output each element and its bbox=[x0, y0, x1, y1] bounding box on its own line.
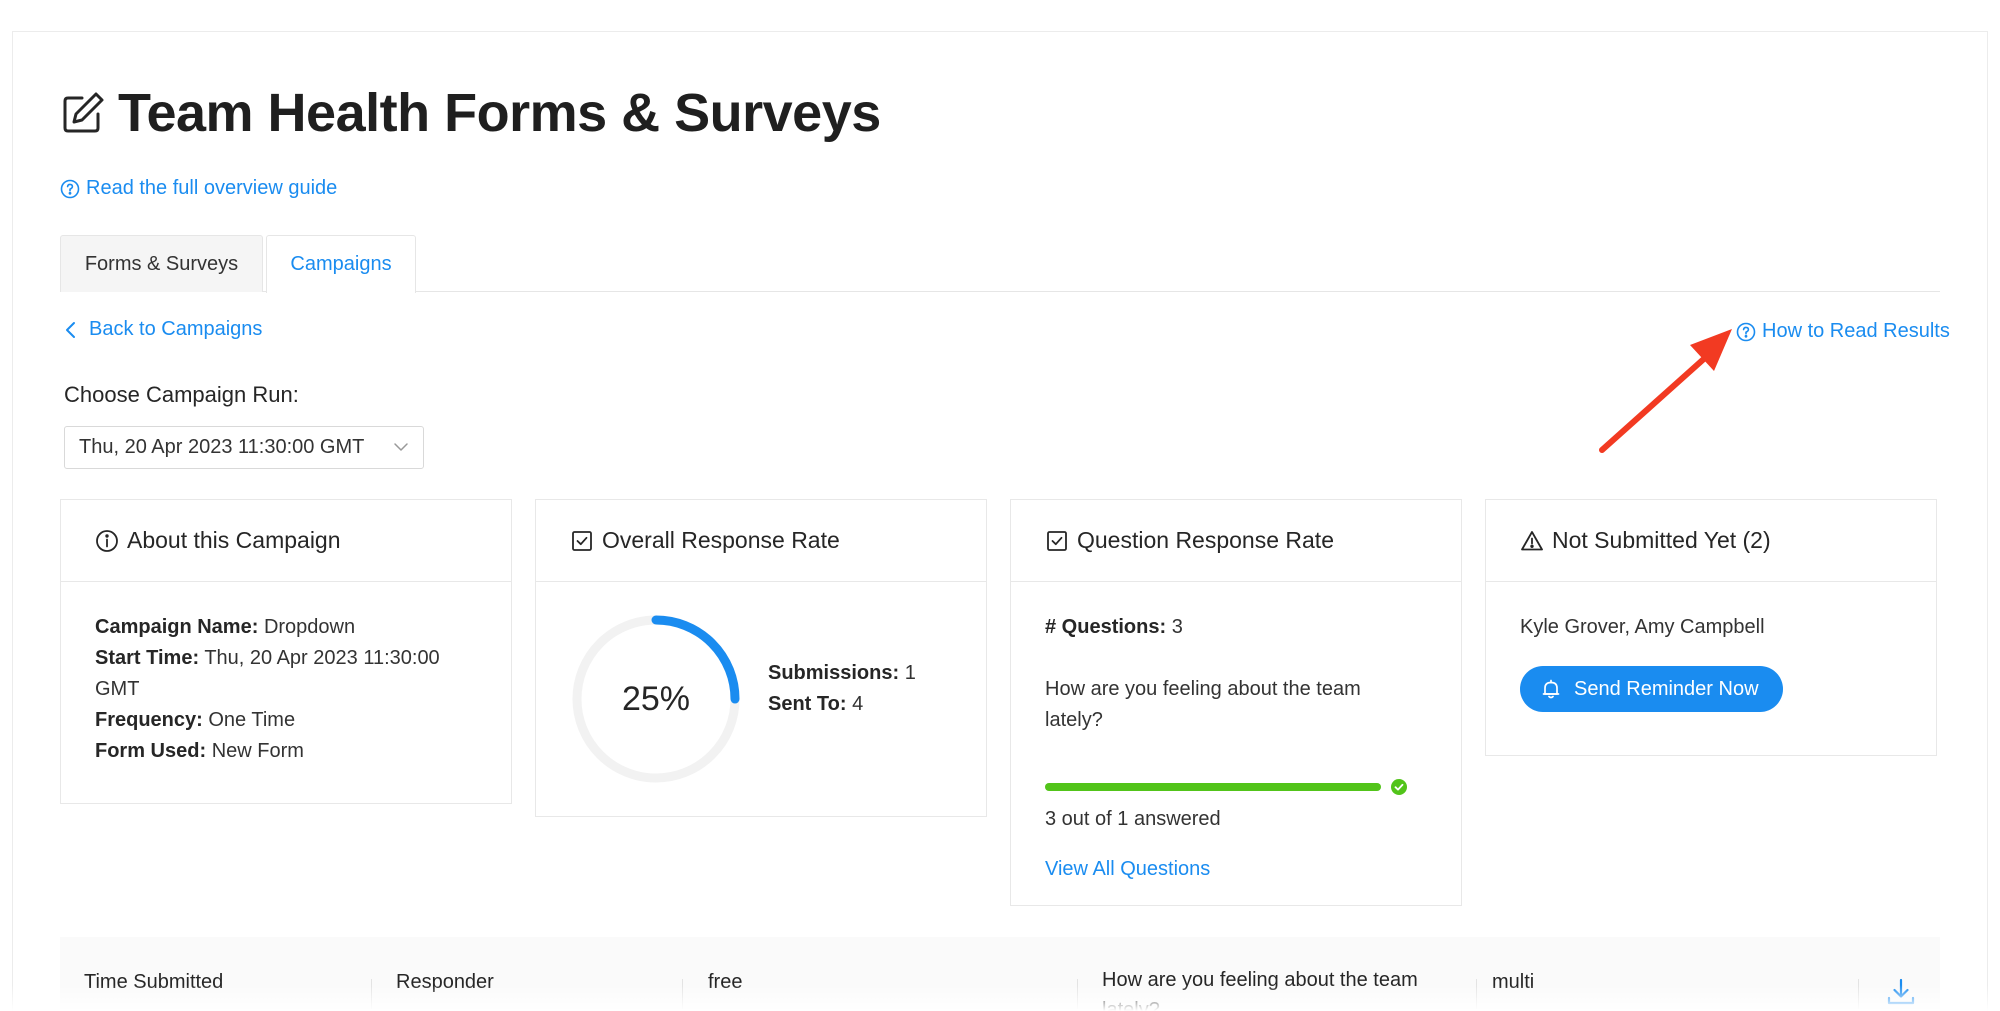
answered-count: 3 out of 1 answered bbox=[1045, 808, 1221, 830]
column-free[interactable]: free bbox=[708, 971, 743, 993]
column-divider bbox=[682, 979, 683, 1009]
campaign-name-value: Dropdown bbox=[263, 616, 356, 638]
start-time-label: Start Time: bbox=[95, 647, 200, 669]
frequency-row: Frequency: One Time bbox=[95, 705, 477, 736]
page-title: Team Health Forms & Surveys bbox=[118, 83, 881, 143]
submissions-value: 1 bbox=[904, 662, 916, 684]
back-label: Back to Campaigns bbox=[89, 318, 263, 340]
question-circle-icon bbox=[60, 179, 80, 198]
not-submitted-card: Not Submitted Yet (2) Kyle Grover, Amy C… bbox=[1485, 499, 1937, 756]
check-square-icon bbox=[572, 530, 592, 551]
response-rate-ring bbox=[572, 615, 740, 783]
send-reminder-label: Send Reminder Now bbox=[1574, 677, 1759, 700]
not-submitted-body: Kyle Grover, Amy Campbell Send Reminder … bbox=[1486, 582, 1936, 712]
chevron-down-icon bbox=[394, 443, 408, 451]
column-responder[interactable]: Responder bbox=[396, 971, 494, 993]
submissions-row: Submissions: 1 bbox=[768, 658, 916, 689]
start-time-value: Thu, 20 Apr 2023 11:30:00 GMT bbox=[95, 647, 440, 700]
warning-icon bbox=[1521, 530, 1543, 550]
start-time-row: Start Time: Thu, 20 Apr 2023 11:30:00 GM… bbox=[95, 643, 477, 705]
about-campaign-header: About this Campaign bbox=[61, 500, 511, 582]
overall-response-card: Overall Response Rate 25% Submissions: 1… bbox=[535, 499, 987, 817]
overview-guide-label: Read the full overview guide bbox=[86, 177, 338, 199]
info-circle-icon bbox=[96, 529, 118, 552]
column-feeling-question[interactable]: How are you feeling about the team latel… bbox=[1102, 969, 1418, 1011]
sent-to-label: Sent To: bbox=[768, 693, 847, 715]
responses-table-header: Time Submitted Responder free How are yo… bbox=[60, 937, 1940, 1011]
not-submitted-header: Not Submitted Yet (2) bbox=[1486, 500, 1936, 582]
question-response-title: Question Response Rate bbox=[1077, 527, 1334, 553]
column-divider bbox=[1858, 979, 1859, 1009]
questions-count-value: 3 bbox=[1171, 616, 1183, 638]
question-response-body: # Questions: 3 How are you feeling about… bbox=[1011, 582, 1461, 905]
question-progress bbox=[1045, 775, 1407, 799]
question-circle-icon bbox=[1736, 322, 1756, 341]
overall-response-body: 25% Submissions: 1 Sent To: 4 bbox=[536, 582, 986, 816]
sent-to-row: Sent To: 4 bbox=[768, 689, 916, 720]
tab-forms-surveys[interactable]: Forms & Surveys bbox=[60, 235, 263, 292]
questions-count-label: # Questions: bbox=[1045, 616, 1167, 638]
bell-icon bbox=[1542, 679, 1560, 699]
column-time-submitted[interactable]: Time Submitted bbox=[84, 971, 224, 993]
question-response-card: Question Response Rate # Questions: 3 Ho… bbox=[1010, 499, 1462, 906]
check-circle-icon bbox=[1391, 779, 1407, 795]
chevron-left-icon bbox=[66, 321, 75, 338]
how-to-read-results-label: How to Read Results bbox=[1762, 320, 1950, 342]
view-all-questions-link[interactable]: View All Questions bbox=[1045, 858, 1211, 880]
column-multi[interactable]: multi bbox=[1492, 971, 1535, 993]
sent-to-value: 4 bbox=[852, 693, 864, 715]
campaign-run-value: Thu, 20 Apr 2023 11:30:00 GMT bbox=[79, 436, 365, 458]
edit-icon bbox=[63, 92, 104, 133]
form-used-value: New Form bbox=[211, 740, 304, 762]
frequency-value: One Time bbox=[208, 709, 296, 731]
form-used-label: Form Used: bbox=[95, 740, 207, 762]
progress-track bbox=[1045, 783, 1381, 791]
form-used-row: Form Used: New Form bbox=[95, 736, 477, 767]
question-text: How are you feeling about the team latel… bbox=[1045, 678, 1361, 731]
not-submitted-title: Not Submitted Yet (2) bbox=[1552, 527, 1771, 553]
questions-count-row: # Questions: 3 bbox=[1045, 612, 1427, 643]
tab-campaigns[interactable]: Campaigns bbox=[266, 235, 416, 293]
annotation-arrow-icon bbox=[1599, 329, 1732, 453]
campaign-run-label: Choose Campaign Run: bbox=[64, 382, 299, 407]
about-campaign-body: Campaign Name: Dropdown Start Time: Thu,… bbox=[61, 582, 511, 767]
pending-names: Kyle Grover, Amy Campbell bbox=[1520, 616, 1765, 638]
campaign-run-select[interactable]: Thu, 20 Apr 2023 11:30:00 GMT bbox=[64, 426, 424, 469]
response-rate-percent: 25% bbox=[621, 679, 691, 718]
campaign-name-row: Campaign Name: Dropdown bbox=[95, 612, 477, 643]
about-campaign-title: About this Campaign bbox=[127, 527, 341, 553]
check-square-icon bbox=[1047, 530, 1067, 551]
progress-fill bbox=[1045, 783, 1381, 791]
send-reminder-button[interactable]: Send Reminder Now bbox=[1520, 666, 1783, 712]
column-divider bbox=[1476, 979, 1477, 1009]
download-icon[interactable] bbox=[1886, 977, 1916, 1007]
overall-response-header: Overall Response Rate bbox=[536, 500, 986, 582]
submissions-label: Submissions: bbox=[768, 662, 900, 684]
overall-response-title: Overall Response Rate bbox=[602, 527, 840, 553]
campaign-name-label: Campaign Name: bbox=[95, 616, 259, 638]
how-to-read-results-link[interactable]: How to Read Results bbox=[1736, 320, 1950, 343]
overview-guide-link[interactable]: Read the full overview guide bbox=[60, 177, 337, 200]
response-stats: Submissions: 1 Sent To: 4 bbox=[768, 658, 916, 720]
tab-bar: Forms & Surveys Campaigns bbox=[60, 235, 1940, 293]
column-divider bbox=[371, 979, 372, 1009]
page-header: Team Health Forms & Surveys bbox=[60, 82, 881, 144]
back-to-campaigns-link[interactable]: Back to Campaigns bbox=[63, 318, 262, 341]
column-divider bbox=[1077, 979, 1078, 1009]
frequency-label: Frequency: bbox=[95, 709, 203, 731]
about-campaign-card: About this Campaign Campaign Name: Dropd… bbox=[60, 499, 512, 804]
question-response-header: Question Response Rate bbox=[1011, 500, 1461, 582]
